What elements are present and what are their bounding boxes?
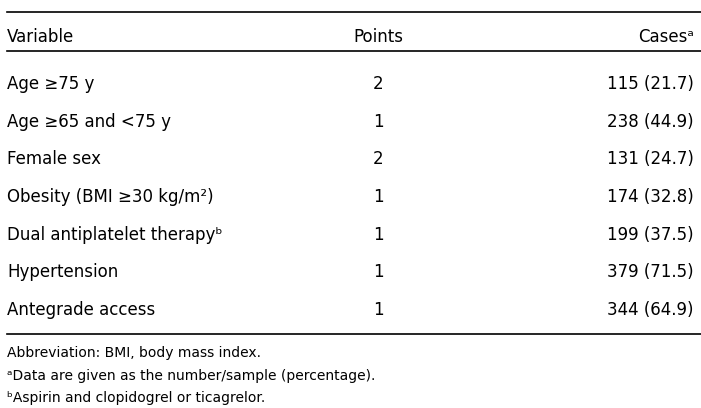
Text: 1: 1 bbox=[373, 188, 384, 206]
Text: 238 (44.9): 238 (44.9) bbox=[607, 113, 694, 131]
Text: Age ≥65 and <75 y: Age ≥65 and <75 y bbox=[7, 113, 171, 131]
Text: 344 (64.9): 344 (64.9) bbox=[608, 301, 694, 319]
Text: ᵇAspirin and clopidogrel or ticagrelor.: ᵇAspirin and clopidogrel or ticagrelor. bbox=[7, 391, 265, 405]
Text: 1: 1 bbox=[373, 263, 384, 281]
Text: Points: Points bbox=[353, 28, 404, 47]
Text: 115 (21.7): 115 (21.7) bbox=[607, 75, 694, 93]
Text: 199 (37.5): 199 (37.5) bbox=[607, 226, 694, 244]
Text: Obesity (BMI ≥30 kg/m²): Obesity (BMI ≥30 kg/m²) bbox=[7, 188, 214, 206]
Text: Age ≥75 y: Age ≥75 y bbox=[7, 75, 95, 93]
Text: 174 (32.8): 174 (32.8) bbox=[607, 188, 694, 206]
Text: Female sex: Female sex bbox=[7, 150, 101, 168]
Text: Variable: Variable bbox=[7, 28, 74, 47]
Text: 2: 2 bbox=[373, 150, 384, 168]
Text: 131 (24.7): 131 (24.7) bbox=[607, 150, 694, 168]
Text: Hypertension: Hypertension bbox=[7, 263, 118, 281]
Text: ᵃData are given as the number/sample (percentage).: ᵃData are given as the number/sample (pe… bbox=[7, 368, 375, 383]
Text: 1: 1 bbox=[373, 226, 384, 244]
Text: 379 (71.5): 379 (71.5) bbox=[607, 263, 694, 281]
Text: Antegrade access: Antegrade access bbox=[7, 301, 155, 319]
Text: Dual antiplatelet therapyᵇ: Dual antiplatelet therapyᵇ bbox=[7, 226, 222, 244]
Text: 1: 1 bbox=[373, 301, 384, 319]
Text: 1: 1 bbox=[373, 113, 384, 131]
Text: Abbreviation: BMI, body mass index.: Abbreviation: BMI, body mass index. bbox=[7, 346, 261, 360]
Text: 2: 2 bbox=[373, 75, 384, 93]
Text: Casesᵃ: Casesᵃ bbox=[638, 28, 694, 47]
